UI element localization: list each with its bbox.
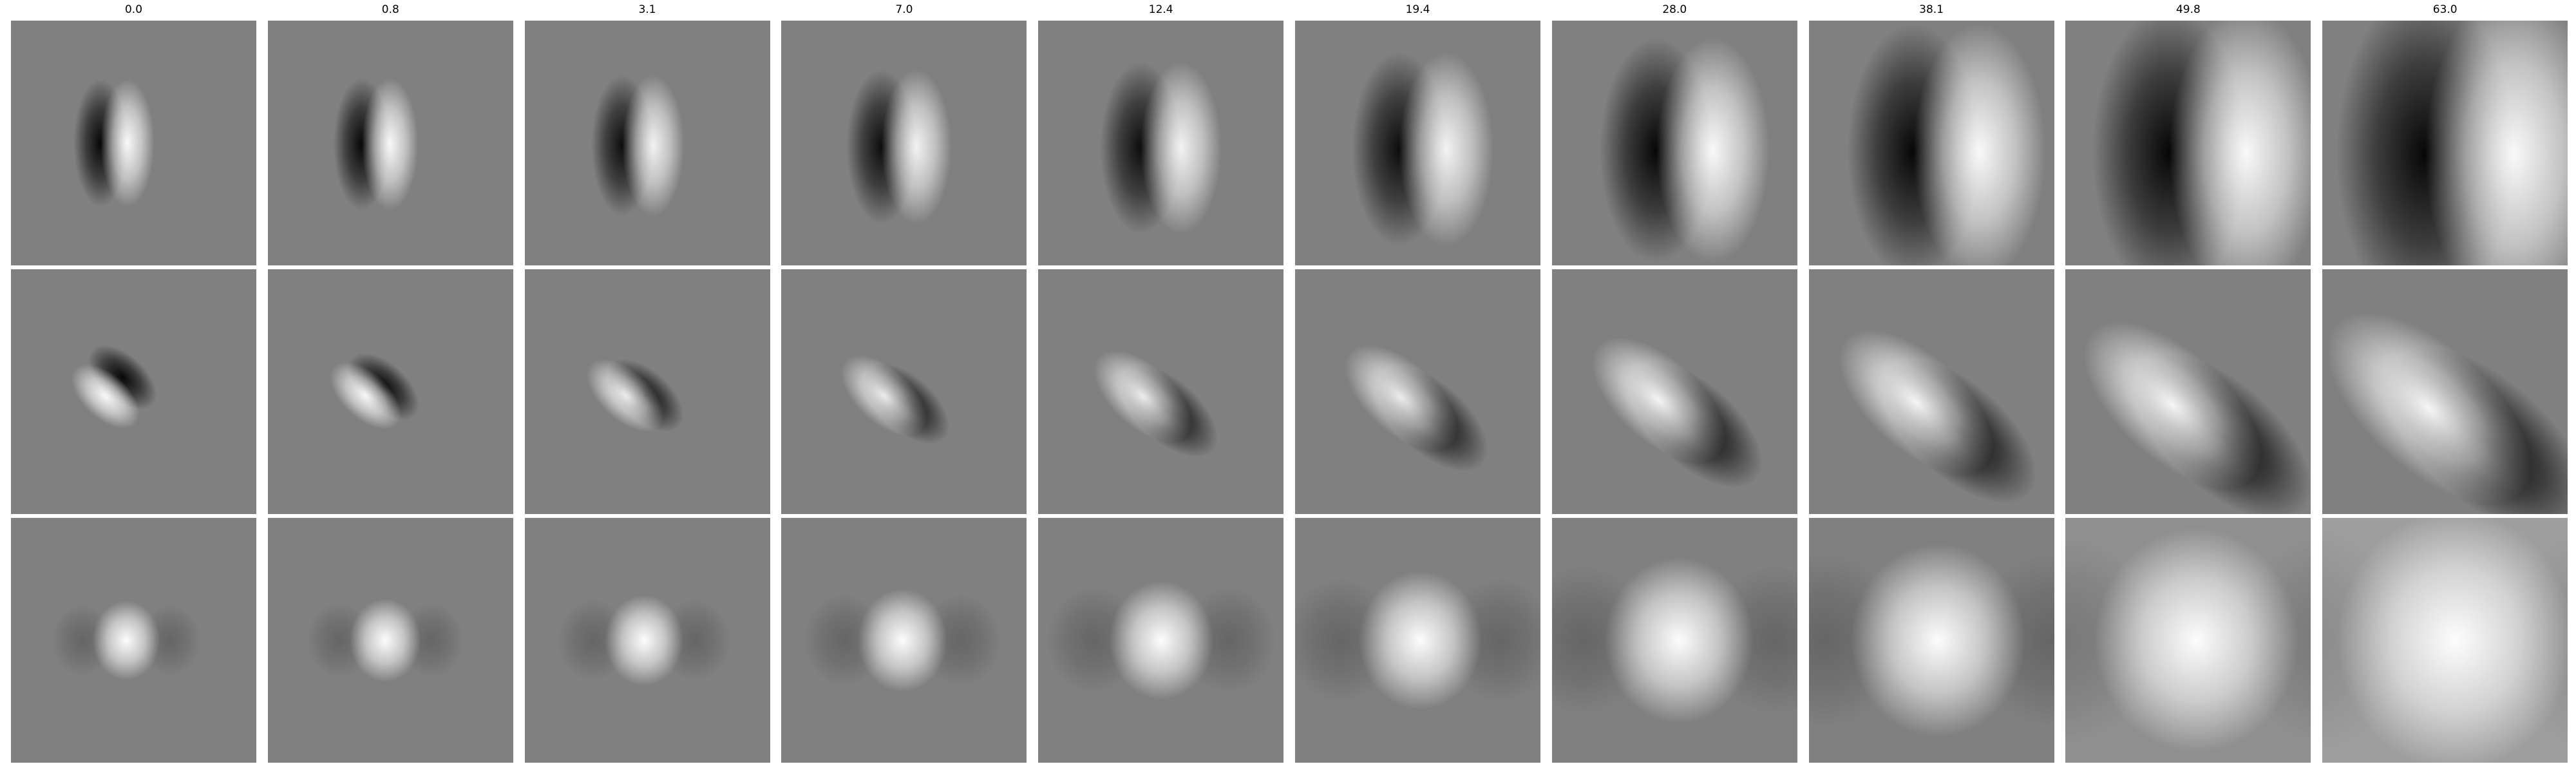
filter-panel	[1808, 518, 2054, 763]
column-title: 3.1	[638, 3, 656, 16]
filter-panel	[1038, 518, 1284, 763]
column-title: 0.8	[381, 3, 399, 16]
filter-panel	[524, 21, 770, 265]
column-title: 0.0	[124, 3, 143, 16]
filter-image	[1551, 21, 1797, 265]
filter-image	[1295, 269, 1540, 514]
filter-image	[1295, 21, 1540, 265]
filter-panel	[1551, 269, 1797, 514]
filter-panel	[1295, 269, 1540, 514]
filter-image	[11, 21, 256, 265]
filter-image	[267, 518, 513, 763]
filter-image	[2065, 518, 2311, 763]
filter-image	[781, 518, 1027, 763]
filter-image	[524, 21, 770, 265]
filter-image	[524, 269, 770, 514]
filter-panel	[1551, 518, 1797, 763]
column-title: 63.0	[2432, 3, 2458, 16]
filter-image	[2065, 21, 2311, 265]
column-title: 19.4	[1405, 3, 1430, 16]
filter-image	[2322, 518, 2568, 763]
filter-image	[1808, 269, 2054, 514]
filter-panel	[1808, 269, 2054, 514]
filter-image	[267, 269, 513, 514]
filter-panel	[1038, 21, 1284, 265]
filter-panel	[1295, 518, 1540, 763]
filter-panel	[524, 518, 770, 763]
filter-image	[2322, 21, 2568, 265]
filter-image	[1551, 518, 1797, 763]
filter-panel	[2065, 269, 2311, 514]
filter-panel	[1295, 21, 1540, 265]
filter-panel	[2065, 518, 2311, 763]
column-title: 28.0	[1662, 3, 1687, 16]
filter-image	[1295, 518, 1540, 763]
filter-panel	[267, 21, 513, 265]
column-title: 38.1	[1919, 3, 1944, 16]
column-title: 12.4	[1148, 3, 1173, 16]
filter-image	[524, 518, 770, 763]
filter-image	[11, 269, 256, 514]
filter-image	[1038, 21, 1284, 265]
filter-panel	[1038, 269, 1284, 514]
filter-panel	[11, 21, 256, 265]
filter-panel	[2322, 518, 2568, 763]
column-title: 7.0	[895, 3, 913, 16]
filter-image	[1551, 269, 1797, 514]
filter-image	[1038, 518, 1284, 763]
filter-panel	[1808, 21, 2054, 265]
filter-panel	[267, 269, 513, 514]
filter-image	[1808, 518, 2054, 763]
filter-image	[1808, 21, 2054, 265]
filter-panel	[524, 269, 770, 514]
filter-image	[781, 269, 1027, 514]
filter-panel	[267, 518, 513, 763]
filter-panel	[11, 269, 256, 514]
filter-panel	[11, 518, 256, 763]
column-title: 49.8	[2175, 3, 2201, 16]
filter-image	[2065, 269, 2311, 514]
filter-panel	[781, 269, 1027, 514]
filter-panel	[781, 21, 1027, 265]
filter-panel	[781, 518, 1027, 763]
filter-image	[1038, 269, 1284, 514]
filter-image	[2322, 269, 2568, 514]
filter-panel	[2065, 21, 2311, 265]
filter-panel	[2322, 269, 2568, 514]
filter-image	[11, 518, 256, 763]
filter-image	[267, 21, 513, 265]
filter-panel	[1551, 21, 1797, 265]
filter-image	[781, 21, 1027, 265]
filter-panel	[2322, 21, 2568, 265]
